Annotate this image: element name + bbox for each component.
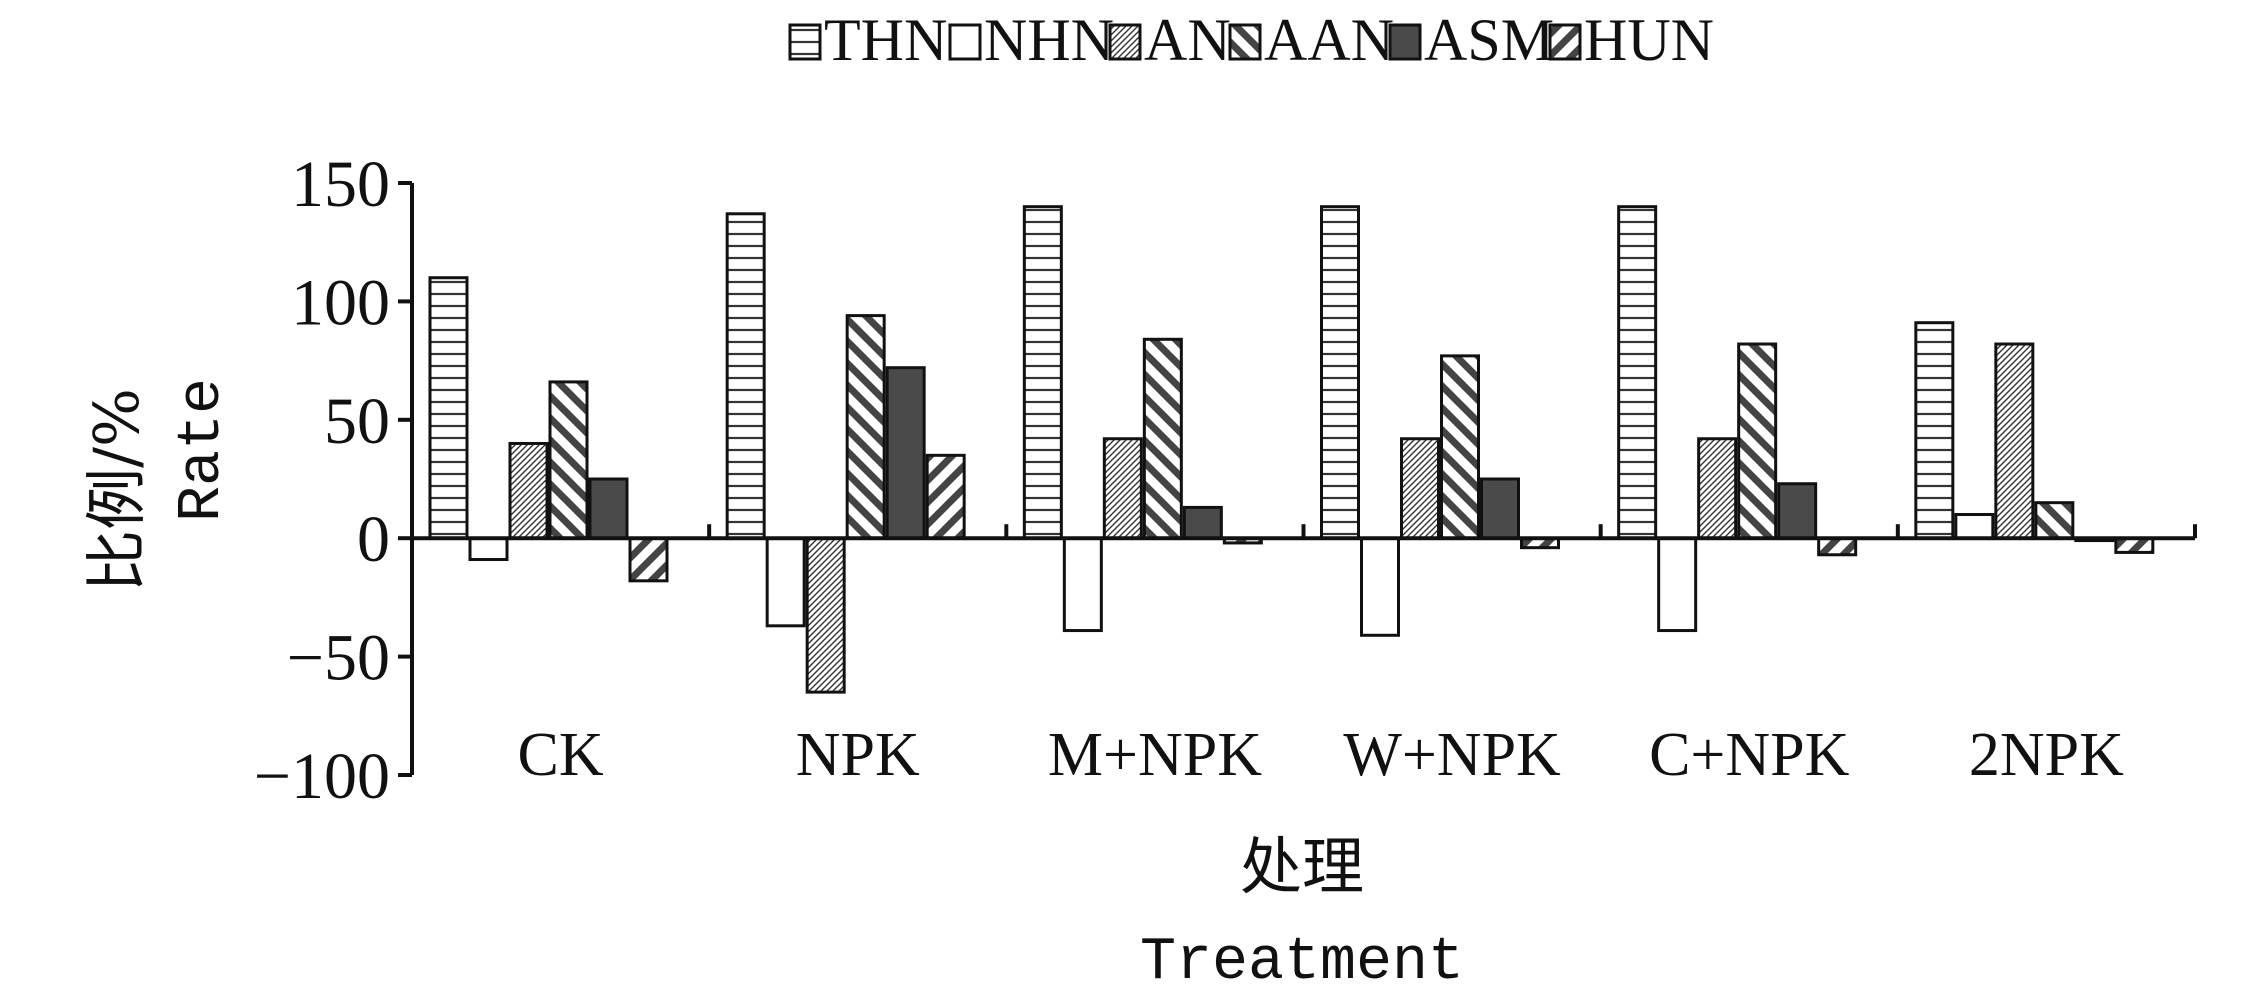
x-tick-label: M+NPK [1048, 721, 1262, 789]
y-tick-label: 50 [324, 385, 390, 458]
bars-group [428, 205, 2155, 694]
x-tick-label: C+NPK [1649, 721, 1850, 789]
axes-group: −100 −50 0 50 100 150 CK NPK M+NPK W+NPK C+NPK 2NPK [254, 148, 2197, 813]
legend-label-thn: THN [824, 7, 947, 73]
bar-an-2npk [1994, 342, 2035, 540]
bar-asm-ck [588, 477, 629, 540]
bar-aan-ck [548, 380, 589, 540]
bar-asm-cnpk [1777, 482, 1818, 540]
legend-label-an: AN [1144, 7, 1231, 73]
y-tick-label: 100 [291, 266, 390, 339]
bar-nhn-2npk [1954, 513, 1995, 540]
y-tick-label: −100 [254, 740, 390, 813]
axis-titles: 比例/% Rate 处理 Treatment [80, 378, 1464, 997]
bar-aan-cnpk [1737, 342, 1778, 540]
x-axis-title: 处理 [1240, 830, 1364, 903]
bar-an-ck [508, 441, 549, 540]
legend-swatch-aan [1228, 23, 1262, 61]
bar-nhn-mnpk [1062, 536, 1103, 633]
y-axis-title-en: Rate [169, 378, 237, 522]
bar-hun-npk [925, 453, 966, 540]
bar-hun-ck [628, 536, 669, 583]
legend-label-asm: ASM [1424, 7, 1554, 73]
bar-an-cnpk [1697, 437, 1738, 540]
bar-nhn-npk [765, 536, 806, 628]
legend-label-hun: HUN [1584, 7, 1714, 73]
bar-nhn-wnpk [1360, 536, 1400, 637]
bar-aan-wnpk [1440, 354, 1480, 540]
y-tick-label: 150 [291, 148, 390, 221]
y-tick-label: 0 [357, 503, 390, 576]
bar-an-npk [805, 536, 846, 694]
legend-label-nhn: NHN [984, 7, 1114, 73]
bar-asm-mnpk [1182, 505, 1223, 540]
legend: THN NHN AN AAN ASM HUN [788, 7, 1714, 73]
bar-hun-2npk [2114, 536, 2155, 554]
bar-an-mnpk [1102, 437, 1143, 540]
bar-thn-cnpk [1617, 205, 1658, 540]
x-tick-label: CK [518, 721, 604, 789]
x-axis-title-en: Treatment [1140, 929, 1464, 997]
bar-asm-npk [885, 366, 926, 540]
legend-swatch-hun [1548, 23, 1582, 61]
bar-asm-wnpk [1480, 477, 1520, 540]
legend-swatch-an [1108, 23, 1142, 61]
x-tick-label: NPK [796, 721, 920, 789]
bar-an-wnpk [1400, 437, 1440, 540]
bar-thn-wnpk [1320, 205, 1360, 540]
legend-swatch-asm [1388, 23, 1422, 61]
bar-aan-npk [845, 314, 886, 540]
y-axis-title: 比例/% [80, 388, 153, 592]
bar-thn-ck [428, 276, 469, 540]
legend-swatch-nhn [948, 23, 982, 61]
y-tick-label: −50 [287, 622, 390, 695]
bar-aan-mnpk [1142, 337, 1183, 540]
bar-hun-cnpk [1817, 536, 1858, 557]
bar-nhn-ck [468, 536, 509, 562]
bar-thn-2npk [1914, 321, 1955, 540]
x-tick-label: 2NPK [1969, 721, 2124, 789]
bar-aan-2npk [2034, 501, 2075, 540]
x-tick-label: W+NPK [1343, 721, 1561, 789]
legend-swatch-thn [788, 23, 822, 61]
bar-thn-npk [725, 212, 766, 540]
legend-label-aan: AAN [1264, 7, 1394, 73]
bar-thn-mnpk [1022, 205, 1063, 540]
bar-nhn-cnpk [1657, 536, 1698, 633]
